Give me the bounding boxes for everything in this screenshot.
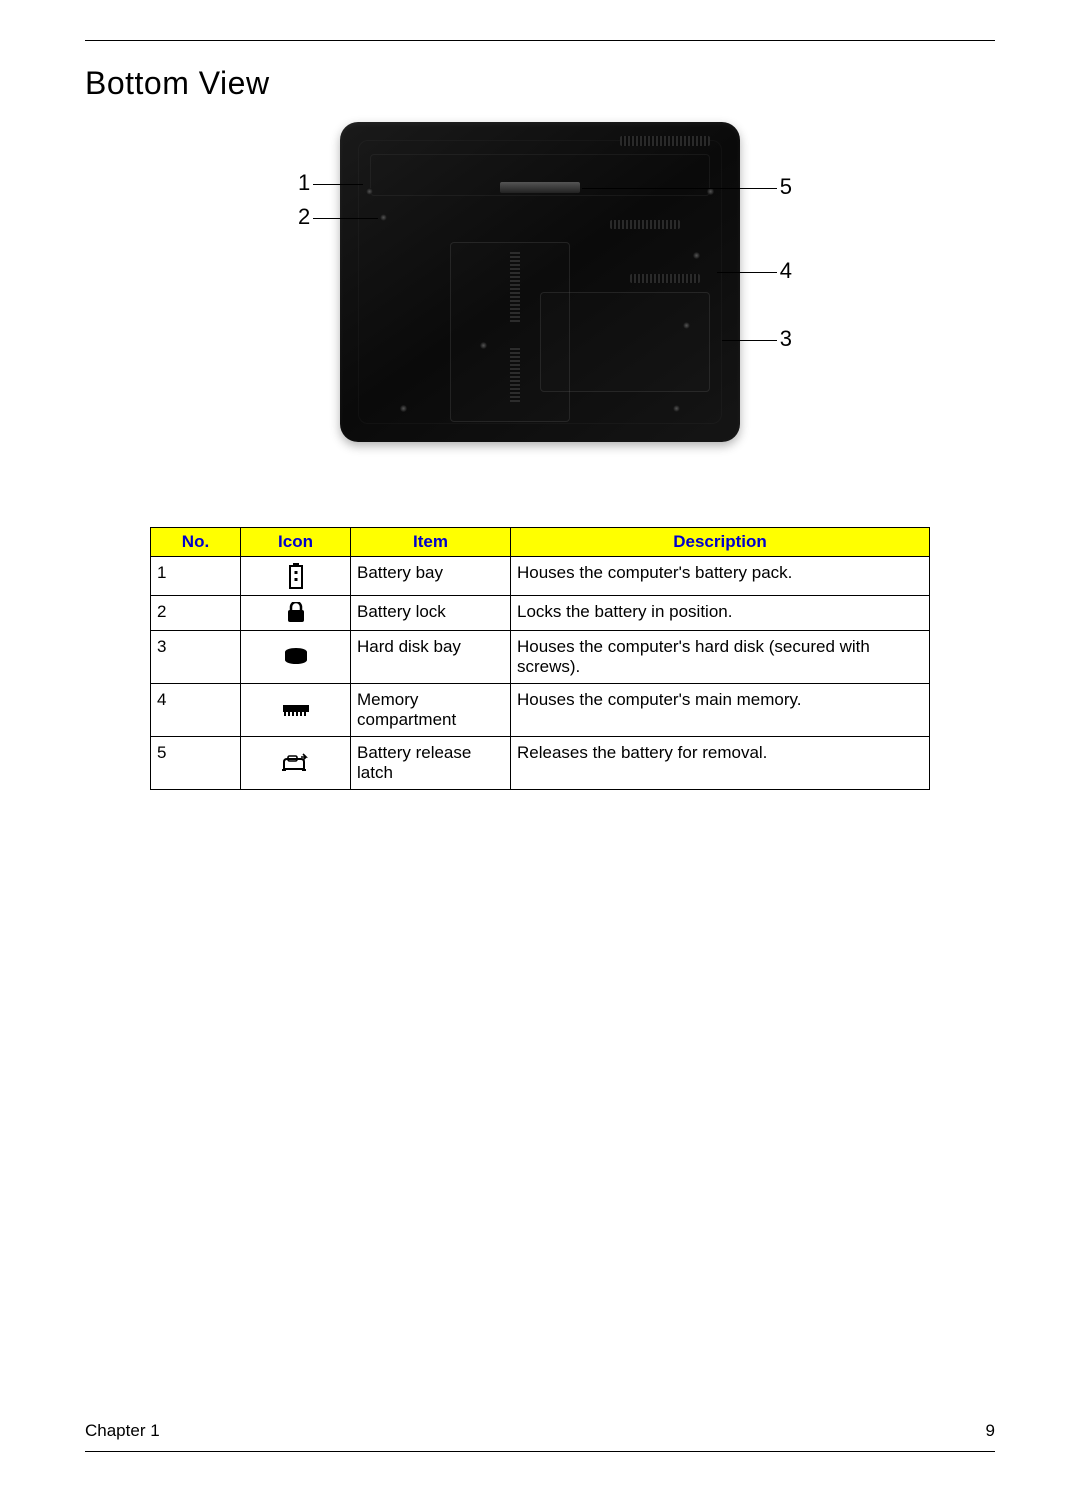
footer-page-number: 9	[986, 1421, 995, 1441]
callout-line	[313, 218, 378, 219]
diagram-container: 1 2 5 4 3	[85, 122, 995, 467]
callout-line	[582, 188, 777, 189]
table-row: 2 Battery lock Locks the battery in posi…	[151, 596, 930, 631]
callout-line	[313, 184, 363, 185]
screw	[380, 214, 387, 221]
screw	[693, 252, 700, 259]
table-row: 3 Hard disk bay Houses the computer's ha…	[151, 631, 930, 684]
vent	[610, 220, 680, 229]
col-desc: Description	[511, 528, 930, 557]
cell-item: Battery bay	[351, 557, 511, 596]
battery-latch-slot	[500, 182, 580, 193]
callout-1: 1	[298, 170, 310, 196]
laptop-bottom	[340, 122, 740, 442]
screw	[673, 405, 680, 412]
screw	[400, 405, 407, 412]
callout-4: 4	[780, 258, 792, 284]
parts-table: No. Icon Item Description 1	[150, 527, 930, 790]
callout-3: 3	[780, 326, 792, 352]
hdd-icon	[283, 647, 309, 667]
cell-no: 3	[151, 631, 241, 684]
battery-bay-icon	[287, 563, 305, 589]
footer-chapter: Chapter 1	[85, 1421, 160, 1441]
callout-line	[717, 272, 777, 273]
cell-icon	[241, 631, 351, 684]
cell-desc: Houses the computer's main memory.	[511, 684, 930, 737]
cell-icon	[241, 557, 351, 596]
callout-line	[722, 340, 777, 341]
hdd-panel	[540, 292, 710, 392]
cell-icon	[241, 596, 351, 631]
cell-no: 5	[151, 737, 241, 790]
cell-desc: Releases the battery for removal.	[511, 737, 930, 790]
callout-2: 2	[298, 204, 310, 230]
vent	[620, 136, 710, 146]
vent	[630, 274, 700, 283]
cell-item: Memory compartment	[351, 684, 511, 737]
cell-no: 4	[151, 684, 241, 737]
table-row: 4 Memory compartment Houses	[151, 684, 930, 737]
latch-icon	[281, 753, 311, 773]
screw	[480, 342, 487, 349]
screw	[683, 322, 690, 329]
col-icon: Icon	[241, 528, 351, 557]
table-row: 1 Battery bay Houses the computer's batt…	[151, 557, 930, 596]
col-item: Item	[351, 528, 511, 557]
memory-icon	[282, 704, 310, 718]
cell-icon	[241, 737, 351, 790]
callout-5: 5	[780, 174, 792, 200]
cell-desc: Locks the battery in position.	[511, 596, 930, 631]
cell-item: Hard disk bay	[351, 631, 511, 684]
cell-item: Battery lock	[351, 596, 511, 631]
bottom-view-diagram: 1 2 5 4 3	[260, 122, 820, 462]
cell-item: Battery release latch	[351, 737, 511, 790]
cell-icon	[241, 684, 351, 737]
cell-desc: Houses the computer's hard disk (secured…	[511, 631, 930, 684]
cell-no: 2	[151, 596, 241, 631]
page-title: Bottom View	[85, 65, 995, 102]
table-row: 5 Battery release latch Releases the bat…	[151, 737, 930, 790]
screw	[707, 188, 714, 195]
lock-icon	[286, 602, 306, 624]
screw	[366, 188, 373, 195]
col-no: No.	[151, 528, 241, 557]
cell-no: 1	[151, 557, 241, 596]
cell-desc: Houses the computer's battery pack.	[511, 557, 930, 596]
